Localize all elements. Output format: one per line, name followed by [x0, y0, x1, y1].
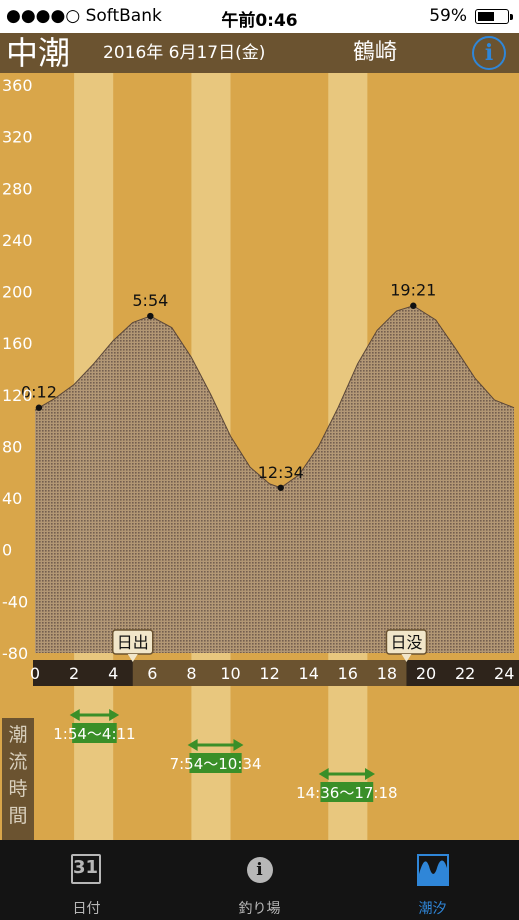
flow-arrow-left: [318, 768, 329, 780]
date-label[interactable]: 2016年 6月17日(金): [103, 43, 266, 63]
tab-date[interactable]: 31 日付: [0, 840, 173, 920]
sunset-pointer: [401, 654, 412, 662]
y-tick-label: 0: [2, 541, 12, 560]
sunset-label: 日没: [390, 633, 422, 652]
tab-tide-label: 潮汐: [418, 901, 447, 917]
flow-arrow-right: [365, 768, 376, 780]
flow-window-box: [320, 782, 374, 802]
tab-fishing-spot[interactable]: i 釣り場: [173, 840, 346, 920]
extreme-point: [410, 302, 417, 309]
x-tick-label: 4: [108, 664, 118, 683]
tide-chart-area: 0:12 5:54 12:34 19:21 360 320 280 240 200 160 120…: [0, 73, 519, 840]
night-axis-before: [33, 660, 133, 686]
info-icon: i: [246, 857, 273, 883]
extreme-point: [147, 312, 154, 320]
battery-nub: [510, 14, 513, 20]
flow-window-label: 7:54〜10:34: [170, 755, 262, 773]
flow-time-label: 潮流時間: [2, 718, 34, 840]
tab-tide[interactable]: 潮汐: [346, 840, 519, 920]
y-tick-label: 360: [2, 76, 33, 95]
flow-arrow-right: [233, 739, 244, 751]
x-tick-label: 6: [147, 664, 157, 683]
y-tick-label: -40: [2, 592, 28, 611]
x-tick-label: 16: [338, 664, 358, 683]
y-tick-label: 200: [2, 283, 33, 302]
y-tick-label: 120: [2, 386, 33, 405]
flow-window-box: [189, 753, 242, 773]
y-tick-label: 240: [2, 231, 33, 250]
extreme-point: [35, 404, 43, 411]
x-tick-label: 10: [220, 664, 240, 683]
y-tick-label: 80: [2, 437, 22, 456]
tab-fishing-spot-label: 釣り場: [238, 901, 281, 917]
x-tick-label: 14: [299, 664, 319, 683]
x-tick-label: 24: [494, 664, 514, 683]
info-icon[interactable]: i: [472, 36, 506, 70]
y-tick-label: -80: [2, 644, 28, 663]
flow-window-box: [72, 723, 117, 743]
tide-wave-icon: [416, 854, 449, 886]
flow-arrow-left: [187, 739, 198, 751]
y-tick-label: 320: [2, 128, 33, 147]
x-tick-label: 18: [377, 664, 397, 683]
extreme-point: [277, 484, 284, 491]
status-bar: ●●●●○ SoftBank 午前0:46 59%: [0, 0, 519, 33]
tide-name: 中潮: [6, 34, 71, 72]
battery-fill: [478, 12, 494, 21]
sunrise-label: 日出: [117, 633, 149, 652]
extreme-time-label: 12:34: [258, 463, 304, 482]
tide-line: [34, 305, 515, 489]
extreme-time-label: 19:21: [390, 281, 436, 300]
extreme-time-label: 0:12: [21, 383, 57, 402]
tide-area: [35, 305, 514, 653]
y-tick-label: 160: [2, 334, 33, 353]
y-tick-label: 40: [2, 489, 22, 508]
header-bar: 中潮 2016年 6月17日(金) 鶴崎 i: [0, 33, 519, 73]
extreme-time-label: 5:54: [132, 291, 168, 310]
place-name: 鶴崎: [353, 40, 398, 65]
x-tick-label: 22: [455, 664, 475, 683]
tab-bar: 31 日付 i 釣り場 潮汐: [0, 840, 519, 920]
flow-arrow-right: [109, 709, 120, 721]
y-tick-label: 280: [2, 179, 33, 198]
x-tick-label: 20: [416, 664, 436, 683]
battery-icon: [475, 9, 513, 24]
carrier: ●●●●○ SoftBank: [6, 6, 162, 26]
calendar-icon: 31: [70, 854, 101, 884]
x-tick-label: 0: [30, 664, 40, 683]
x-tick-label: 8: [186, 664, 196, 683]
x-tick-label: 12: [259, 664, 279, 683]
tab-date-label: 日付: [72, 901, 101, 917]
battery-percent: 59%: [429, 6, 467, 26]
x-tick-label: 2: [69, 664, 79, 683]
flow-arrow-left: [69, 709, 80, 721]
flow-window-label: 14:36〜17:18: [296, 784, 397, 802]
flow-window-label: 1:54〜4:11: [53, 725, 135, 743]
sunrise-pointer: [127, 654, 138, 662]
night-axis-after: [406, 660, 519, 686]
clock: 午前0:46: [221, 11, 298, 31]
